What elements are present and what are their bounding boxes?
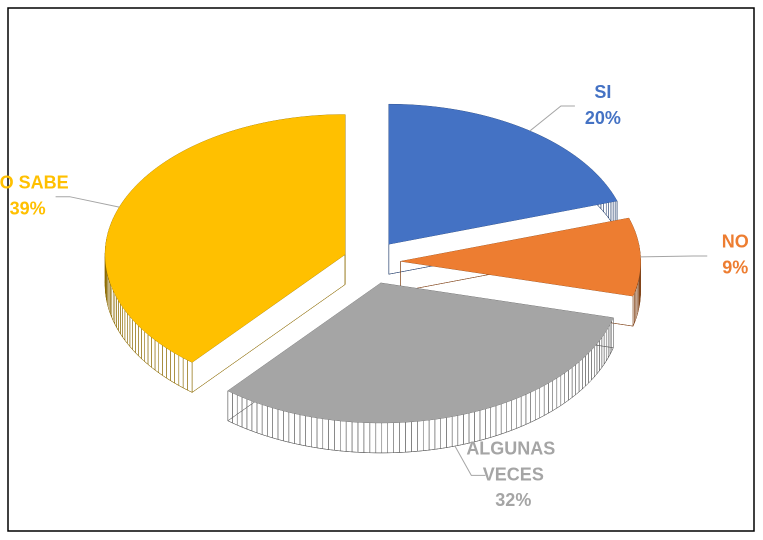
leader-line (640, 255, 708, 258)
slice (227, 282, 614, 423)
data-label-category: NO SABE (0, 172, 69, 192)
data-label-category: SI (594, 82, 611, 102)
data-label-value: 32% (495, 490, 531, 510)
slice (400, 218, 641, 297)
data-label-category: ALGUNAS VECES (466, 438, 560, 484)
leader-line (55, 196, 120, 208)
data-label-value: 9% (722, 258, 748, 278)
data-label-category: NO (722, 232, 749, 252)
leader-line (529, 105, 575, 132)
data-label-value: 20% (585, 108, 621, 128)
slice (105, 114, 346, 363)
leader-line (454, 445, 486, 476)
slice (388, 104, 618, 245)
data-label-value: 39% (10, 198, 46, 218)
